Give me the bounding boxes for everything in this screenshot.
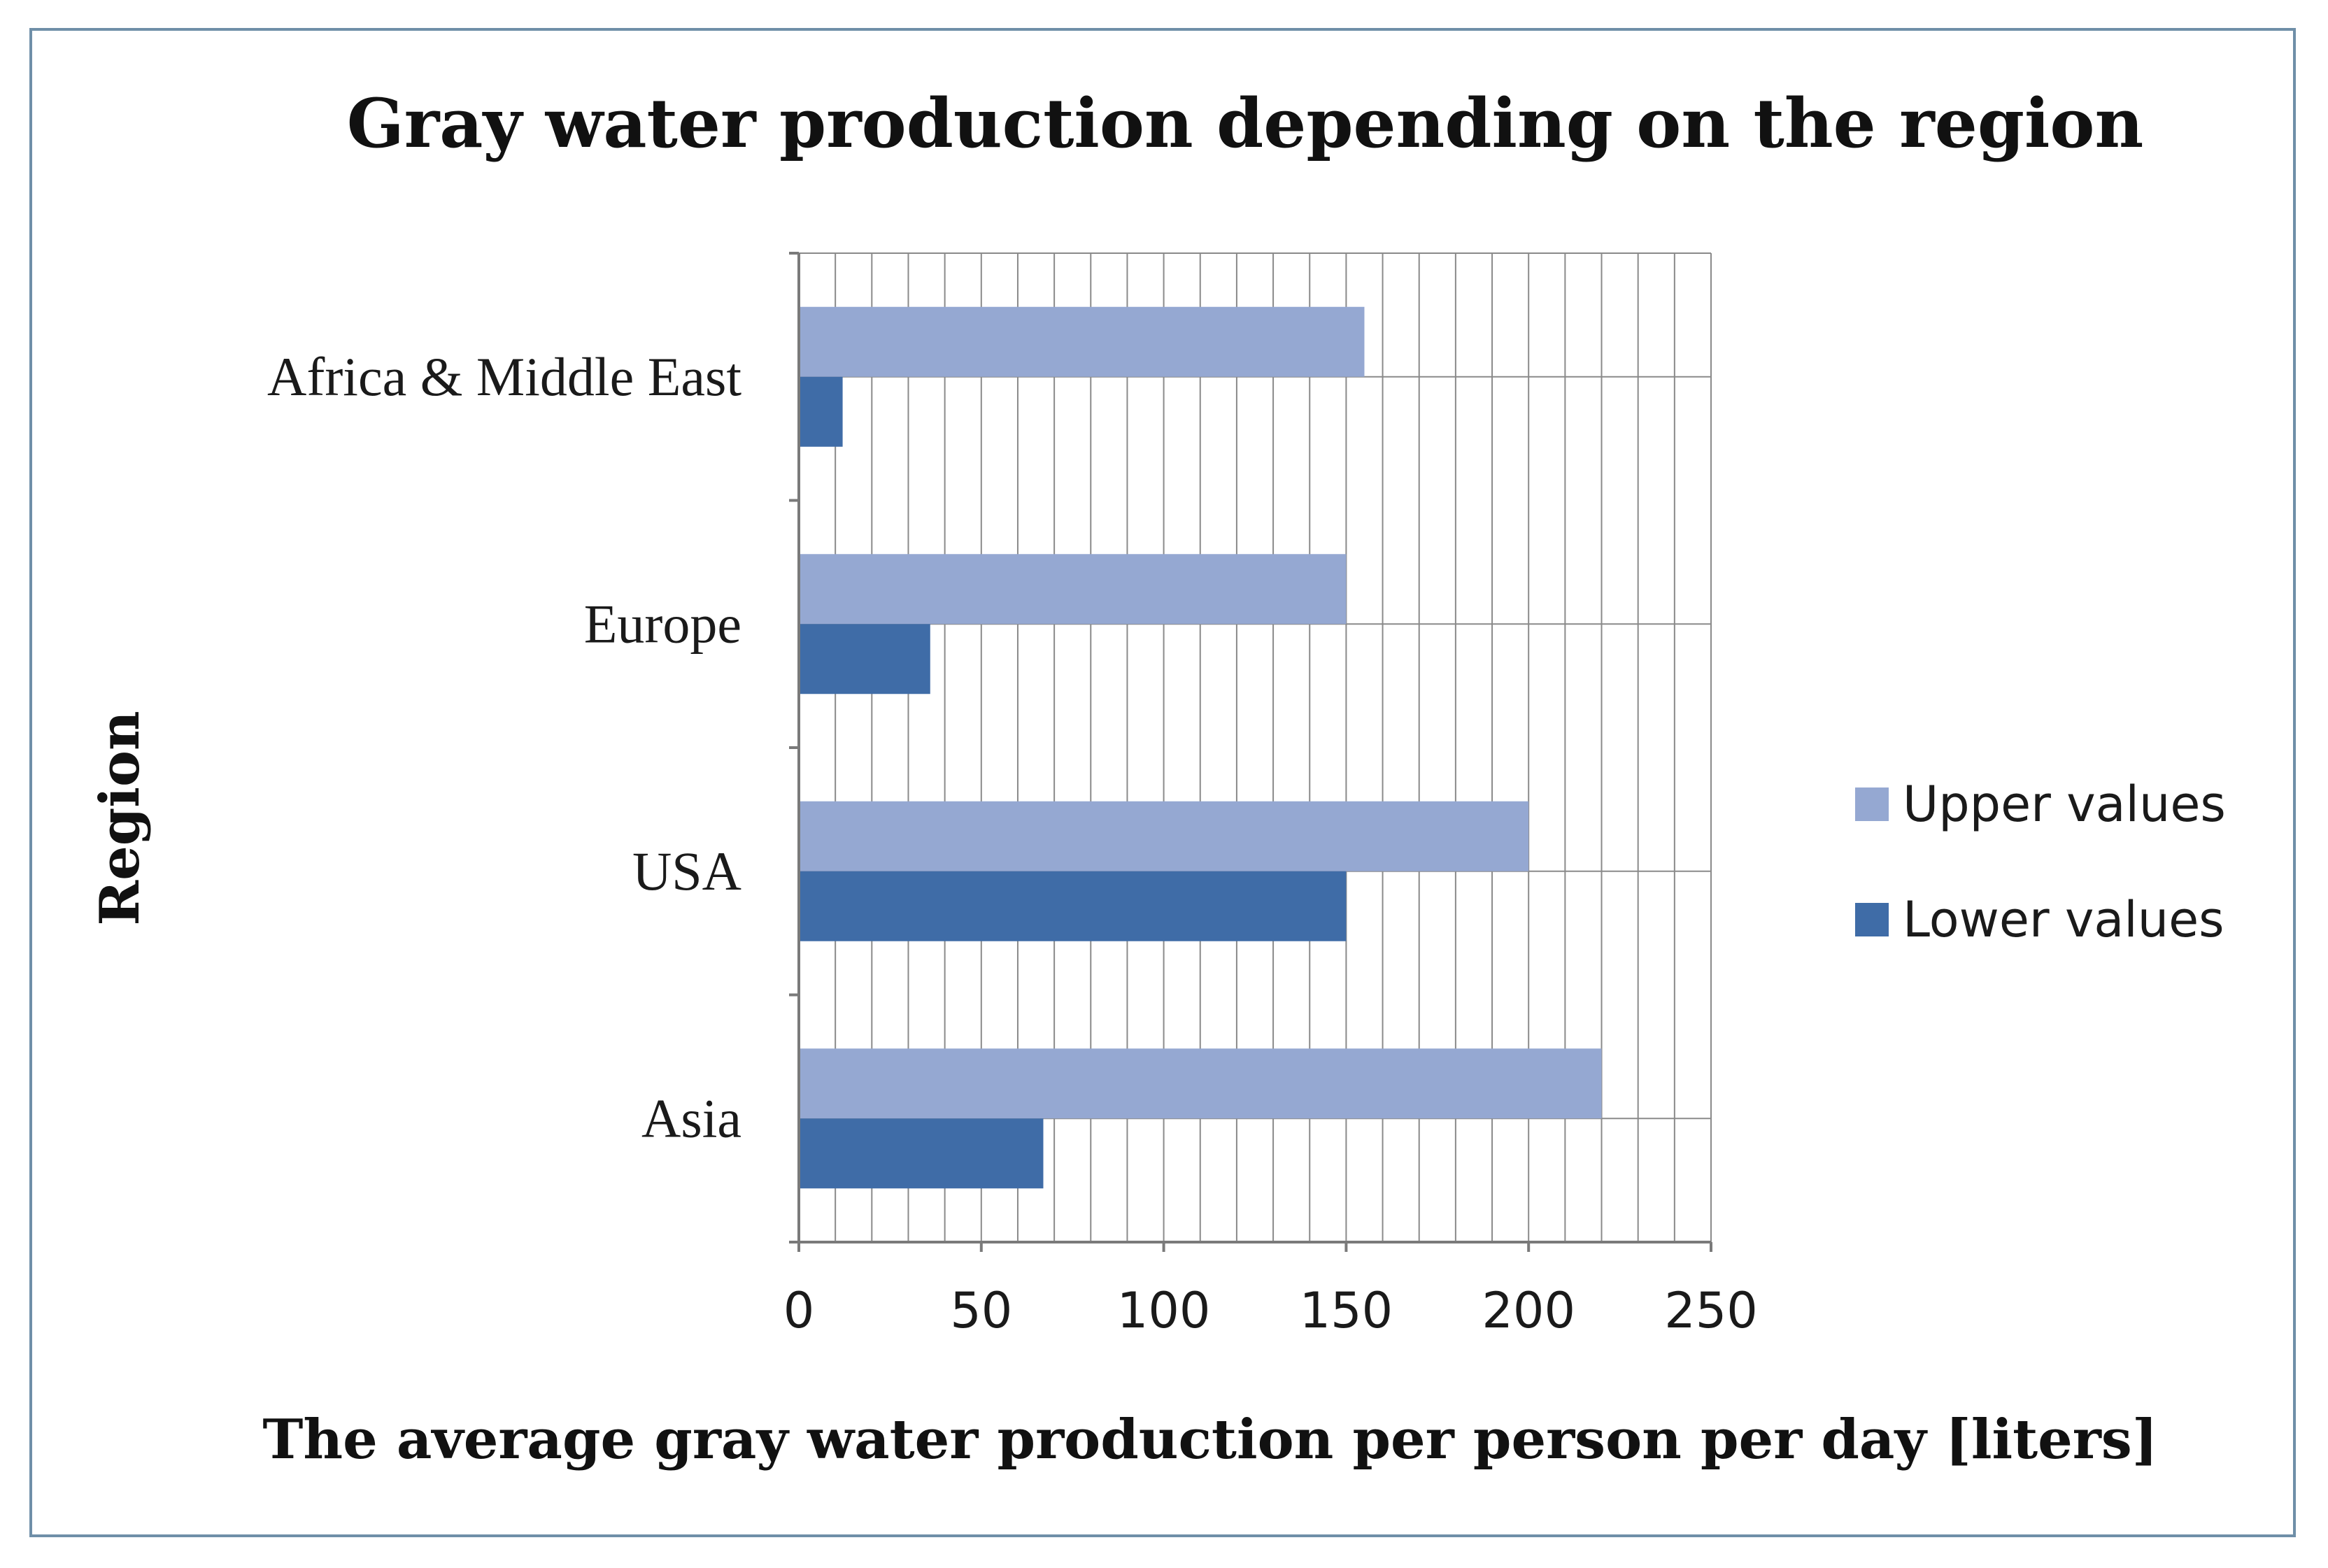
bar-upper bbox=[799, 1048, 1602, 1119]
bar-lower bbox=[799, 1118, 1044, 1189]
chart-frame bbox=[29, 28, 2296, 1537]
x-tick-label: 50 bbox=[950, 1282, 1012, 1339]
category-label: USA bbox=[632, 841, 741, 901]
legend-swatch-upper bbox=[1855, 787, 1889, 821]
y-axis-title: Region bbox=[88, 711, 152, 925]
legend-swatch-lower bbox=[1855, 903, 1889, 936]
bar-lower bbox=[799, 376, 843, 447]
bar-lower bbox=[799, 624, 930, 694]
chart-title: Gray water production depending on the r… bbox=[347, 84, 2144, 163]
x-axis-title: The average gray water production per pe… bbox=[262, 1408, 2157, 1471]
category-labels: Africa & Middle East Europe USA Asia bbox=[267, 346, 741, 1149]
category-label: Europe bbox=[584, 593, 741, 654]
legend-label-upper: Upper values bbox=[1903, 776, 2226, 833]
bar-upper bbox=[799, 306, 1365, 377]
x-tick-label: 0 bbox=[783, 1282, 815, 1339]
legend: Upper values Lower values bbox=[1855, 776, 2226, 948]
category-label: Africa & Middle East bbox=[267, 346, 741, 407]
bar-upper bbox=[799, 554, 1347, 625]
x-tick-label: 250 bbox=[1664, 1282, 1758, 1339]
bar-upper bbox=[799, 801, 1529, 871]
bar-lower bbox=[799, 871, 1347, 941]
axes bbox=[789, 252, 1712, 1252]
x-tick-labels: 0 50 100 150 200 250 bbox=[783, 1282, 1758, 1339]
x-tick-label: 200 bbox=[1482, 1282, 1575, 1339]
bars bbox=[799, 306, 1602, 1189]
x-tick-label: 150 bbox=[1300, 1282, 1393, 1339]
category-label: Asia bbox=[641, 1088, 741, 1148]
legend-label-lower: Lower values bbox=[1903, 891, 2224, 948]
x-tick-label: 100 bbox=[1117, 1282, 1211, 1339]
